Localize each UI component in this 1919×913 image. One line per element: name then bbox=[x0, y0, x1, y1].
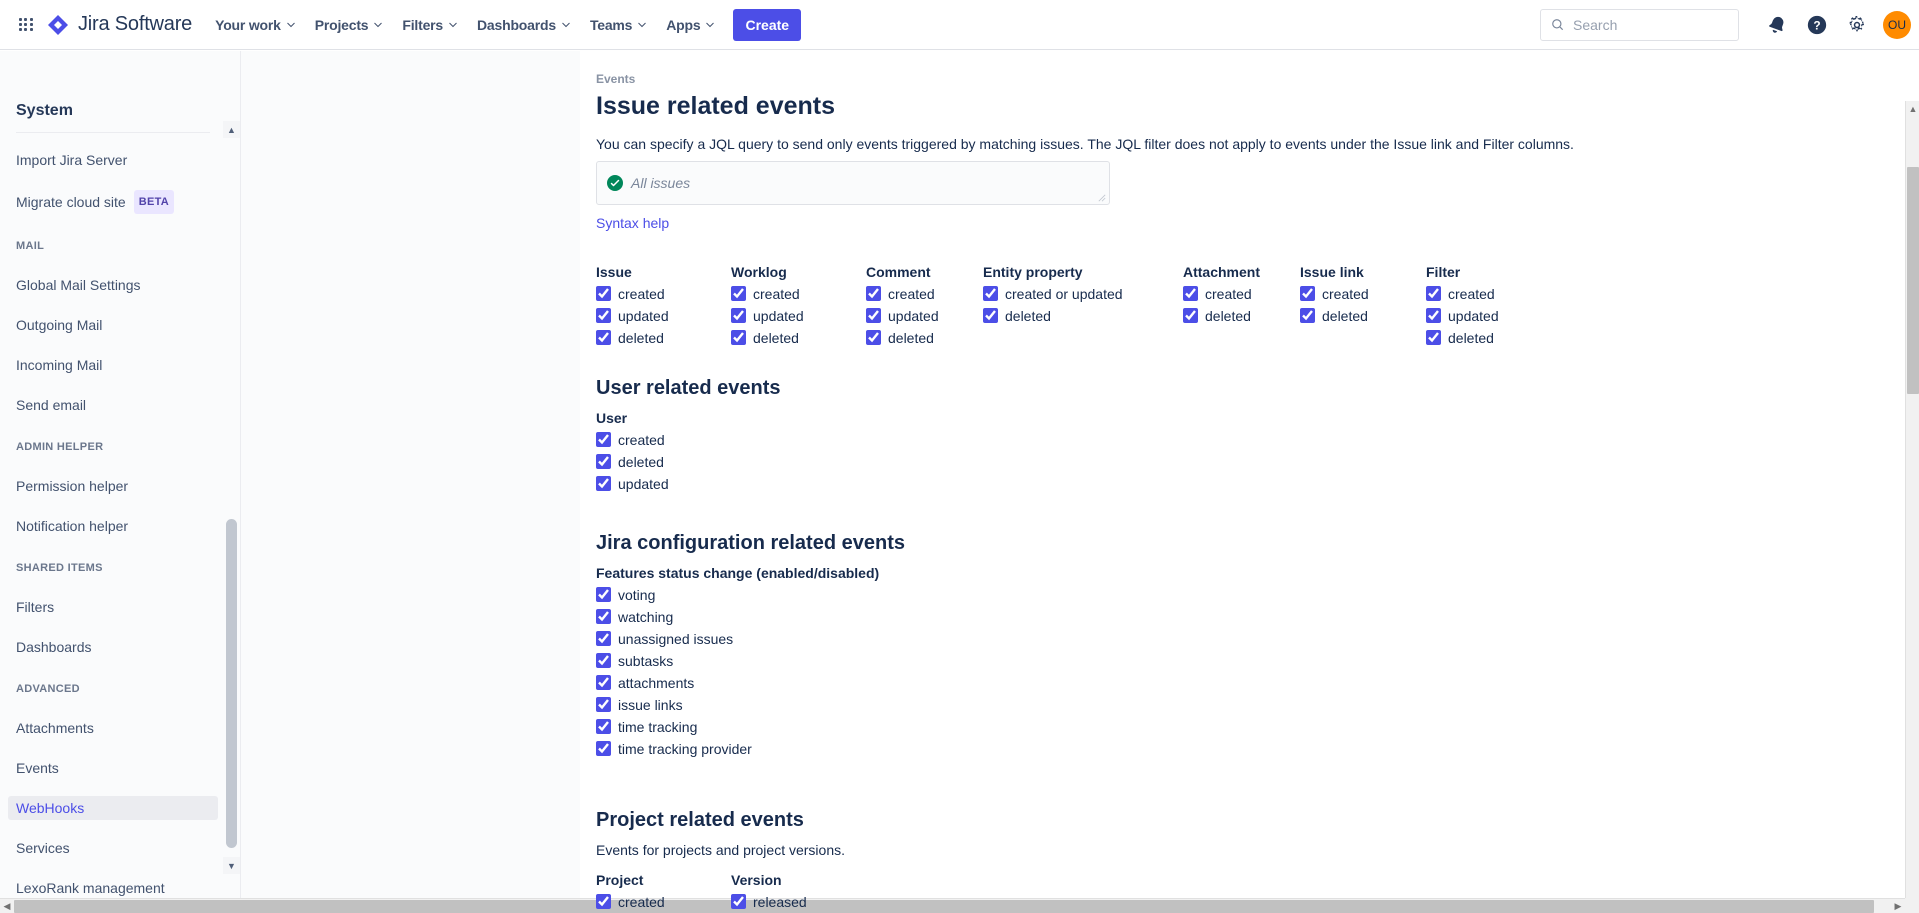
svg-text:?: ? bbox=[1813, 18, 1820, 32]
